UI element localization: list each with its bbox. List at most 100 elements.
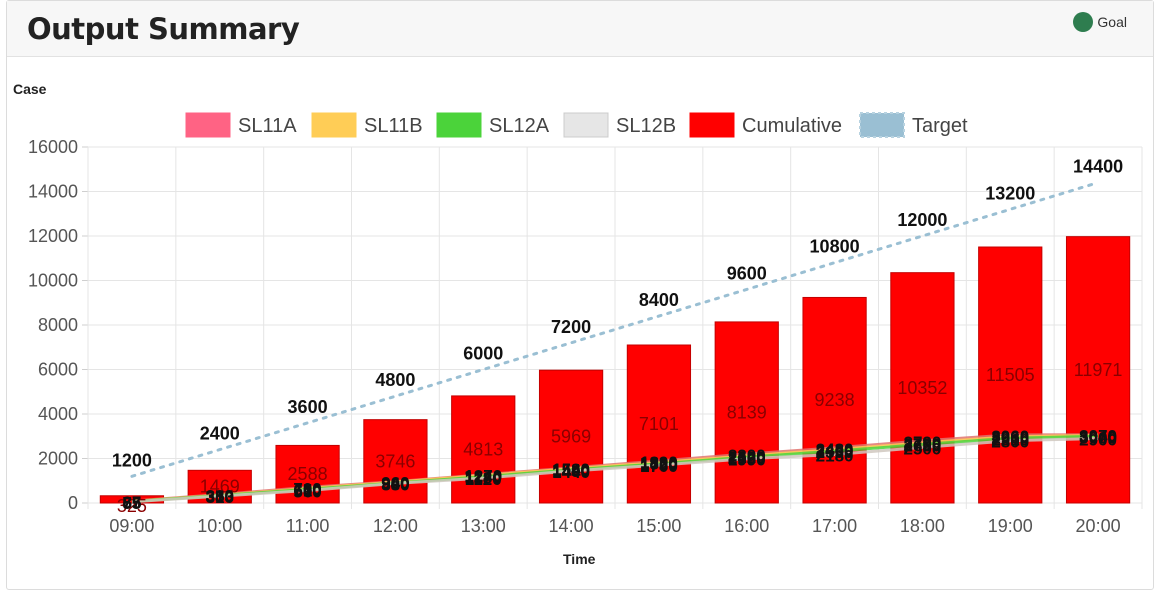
line-value-label: 650 bbox=[293, 481, 321, 500]
line-value-label: 65 bbox=[122, 494, 141, 513]
line-value-label: 1700 bbox=[640, 457, 678, 476]
line-value-label: 1540 bbox=[552, 461, 590, 480]
x-tick-label: 18:00 bbox=[900, 516, 945, 536]
y-tick-label: 2000 bbox=[38, 449, 78, 469]
x-tick-label: 09:00 bbox=[109, 516, 154, 536]
line-value-label: 1760 bbox=[640, 456, 678, 475]
target-value-label: 9600 bbox=[727, 263, 767, 283]
line-value-label: 2060 bbox=[728, 449, 766, 468]
target-value-label: 13200 bbox=[985, 183, 1035, 203]
line-value-label: 940 bbox=[381, 474, 409, 493]
x-tick-label: 20:00 bbox=[1076, 516, 1121, 536]
line-value-label: 610 bbox=[293, 481, 321, 500]
cumulative-value-label: 3746 bbox=[375, 451, 415, 471]
line-value-label: 2980 bbox=[991, 429, 1029, 448]
cumulative-bar bbox=[978, 246, 1043, 504]
legend-label-sl12a: SL12A bbox=[489, 115, 550, 137]
line-value-label: 3060 bbox=[991, 427, 1029, 446]
line-value-label: 380 bbox=[206, 487, 234, 506]
y-tick-label: 16000 bbox=[28, 137, 78, 157]
cumulative-value-label: 2588 bbox=[288, 464, 328, 484]
line-value-label: 2120 bbox=[728, 448, 766, 467]
line-value-label: 1180 bbox=[465, 469, 502, 488]
line-value-label: 2400 bbox=[816, 442, 854, 461]
line-value-label: 960 bbox=[381, 474, 409, 493]
cumulative-value-label: 4813 bbox=[463, 439, 503, 459]
legend-swatch-sl12b bbox=[563, 112, 609, 138]
line-value-label: 1990 bbox=[728, 451, 766, 470]
legend-swatch-sl11a bbox=[185, 112, 231, 138]
line-value-label: 2800 bbox=[991, 433, 1029, 452]
line-value-label: 2900 bbox=[1079, 430, 1117, 449]
line-value-label: 3040 bbox=[1079, 427, 1117, 446]
y-tick-label: 14000 bbox=[28, 182, 78, 202]
line-value-label: 2500 bbox=[904, 439, 942, 458]
cumulative-value-label: 7101 bbox=[639, 414, 679, 434]
cumulative-bar bbox=[538, 369, 604, 504]
cumulative-bar bbox=[363, 419, 428, 504]
legend-swatch-sl12a bbox=[436, 112, 482, 138]
y-tick-label: 6000 bbox=[38, 360, 78, 380]
x-tick-label: 14:00 bbox=[549, 516, 594, 536]
x-tick-label: 16:00 bbox=[724, 516, 769, 536]
line-value-label: 2630 bbox=[904, 436, 942, 455]
line-value-label: 2200 bbox=[728, 446, 766, 465]
cumulative-value-label: 1469 bbox=[200, 477, 240, 497]
y-tick-label: 8000 bbox=[38, 315, 78, 335]
target-value-label: 3600 bbox=[288, 397, 328, 417]
legend-swatch-target bbox=[859, 112, 905, 138]
x-tick-label: 15:00 bbox=[636, 516, 681, 536]
line-value-label: 3070 bbox=[1079, 427, 1117, 446]
target-value-label: 4800 bbox=[375, 370, 415, 390]
line-value-label: 1890 bbox=[640, 453, 678, 472]
target-line bbox=[130, 181, 1100, 478]
line-value-label: 350 bbox=[206, 487, 234, 506]
x-tick-label: 19:00 bbox=[988, 516, 1033, 536]
y-axis-title: Case bbox=[13, 81, 47, 97]
line-value-label: 700 bbox=[293, 479, 321, 498]
x-tick-label: 10:00 bbox=[197, 516, 242, 536]
cumulative-bar bbox=[1065, 236, 1131, 504]
legend-label-sl11b: SL11B bbox=[364, 115, 423, 137]
line-value-label: 2330 bbox=[816, 443, 854, 462]
page-title: Output Summary bbox=[27, 12, 300, 46]
cumulative-bar bbox=[626, 344, 692, 504]
line-value-label: 2480 bbox=[816, 440, 854, 459]
line-value-label: 880 bbox=[381, 475, 409, 494]
x-tick-label: 17:00 bbox=[812, 516, 857, 536]
line-value-label: 560 bbox=[293, 483, 321, 502]
line-value-label: 2910 bbox=[991, 430, 1029, 449]
legend-swatch-cumulative bbox=[689, 112, 735, 138]
target-value-label: 2400 bbox=[200, 424, 240, 444]
line-value-label: 1270 bbox=[464, 467, 502, 486]
line-value-label: 1440 bbox=[552, 463, 590, 482]
line-value-label: 1240 bbox=[464, 467, 502, 486]
line-value-label: 900 bbox=[381, 475, 409, 494]
goal-legend[interactable]: Goal bbox=[1073, 12, 1127, 32]
line-value-label: 2180 bbox=[816, 446, 854, 465]
x-tick-label: 11:00 bbox=[286, 516, 330, 536]
target-value-label: 14400 bbox=[1073, 157, 1123, 177]
y-tick-label: 4000 bbox=[38, 404, 78, 424]
y-tick-label: 12000 bbox=[28, 226, 78, 246]
cumulative-value-label: 9238 bbox=[815, 390, 855, 410]
legend-label-sl12b: SL12B bbox=[616, 115, 676, 137]
line-value-label: 3000 bbox=[1079, 428, 1117, 447]
cumulative-value-label: 8139 bbox=[727, 402, 767, 422]
target-value-label: 1200 bbox=[112, 450, 152, 470]
line-value-label: 1120 bbox=[465, 470, 502, 489]
legend-label-cumulative: Cumulative bbox=[742, 115, 842, 137]
goal-dot-icon bbox=[1073, 12, 1094, 32]
line-value-label: 310 bbox=[206, 488, 234, 507]
x-tick-label: 13:00 bbox=[461, 516, 506, 536]
target-value-label: 10800 bbox=[810, 237, 860, 257]
cumulative-value-label: 5969 bbox=[551, 427, 591, 447]
x-axis-title: Time bbox=[563, 551, 596, 567]
cumulative-value-label: 11505 bbox=[986, 365, 1035, 385]
line-value-label: 1820 bbox=[640, 455, 678, 474]
cumulative-bar bbox=[451, 395, 516, 504]
target-value-label: 7200 bbox=[551, 317, 591, 337]
target-value-label: 6000 bbox=[463, 344, 503, 364]
y-tick-label: 10000 bbox=[28, 271, 78, 291]
